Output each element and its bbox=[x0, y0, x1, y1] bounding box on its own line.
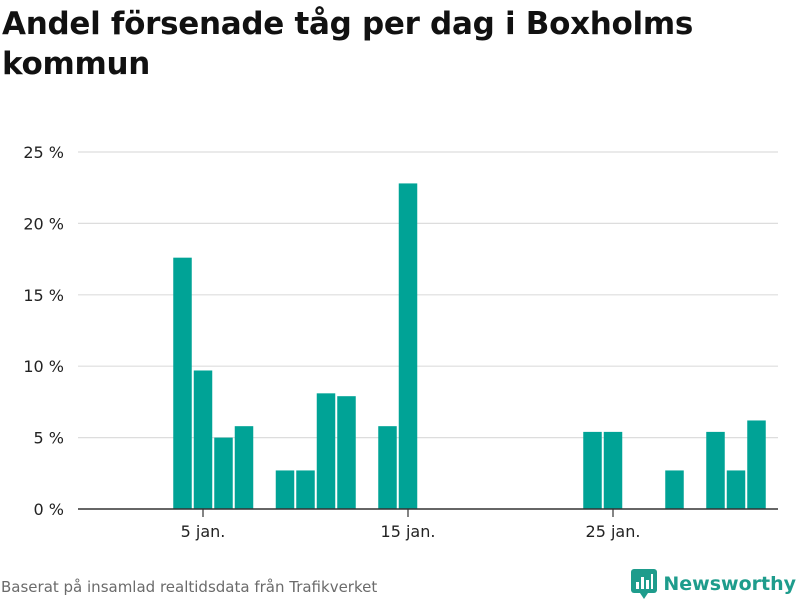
bar bbox=[398, 183, 418, 509]
bar bbox=[214, 437, 233, 509]
x-tick-label: 25 jan. bbox=[586, 522, 641, 541]
x-tick-labels: 5 jan. 15 jan. 25 jan. bbox=[181, 522, 641, 541]
bar bbox=[706, 431, 725, 509]
bar bbox=[234, 426, 254, 509]
chart-title: Andel försenade tåg per dag i Boxholms k… bbox=[2, 6, 694, 82]
bar bbox=[296, 470, 315, 509]
axes bbox=[78, 508, 778, 517]
y-tick-label: 10 % bbox=[23, 357, 64, 376]
newsworthy-brand[interactable]: Newsworthy bbox=[631, 568, 796, 600]
newsworthy-logo-icon bbox=[631, 569, 658, 599]
x-tick-label: 15 jan. bbox=[381, 522, 436, 541]
y-tick-label: 25 % bbox=[23, 143, 64, 162]
bar bbox=[275, 470, 295, 509]
brand-name: Newsworthy bbox=[663, 573, 796, 595]
bar bbox=[747, 420, 766, 509]
source-note: Baserat på insamlad realtidsdata från Tr… bbox=[1, 578, 378, 596]
bars bbox=[173, 183, 766, 509]
y-tick-label: 20 % bbox=[23, 214, 64, 233]
bar bbox=[193, 370, 213, 509]
bar bbox=[378, 426, 397, 509]
y-tick-label: 15 % bbox=[23, 286, 64, 305]
bar bbox=[337, 396, 356, 509]
x-tick-label: 5 jan. bbox=[181, 522, 226, 541]
y-tick-label: 0 % bbox=[34, 500, 64, 519]
y-tick-label: 5 % bbox=[34, 429, 64, 448]
y-tick-labels: 0 % 5 % 10 % 15 % 20 % 25 % bbox=[23, 143, 64, 519]
bar bbox=[173, 257, 192, 509]
bar bbox=[726, 470, 746, 509]
bar bbox=[583, 431, 602, 509]
bar bbox=[665, 470, 684, 509]
bar bbox=[316, 393, 336, 509]
bar bbox=[603, 431, 623, 509]
